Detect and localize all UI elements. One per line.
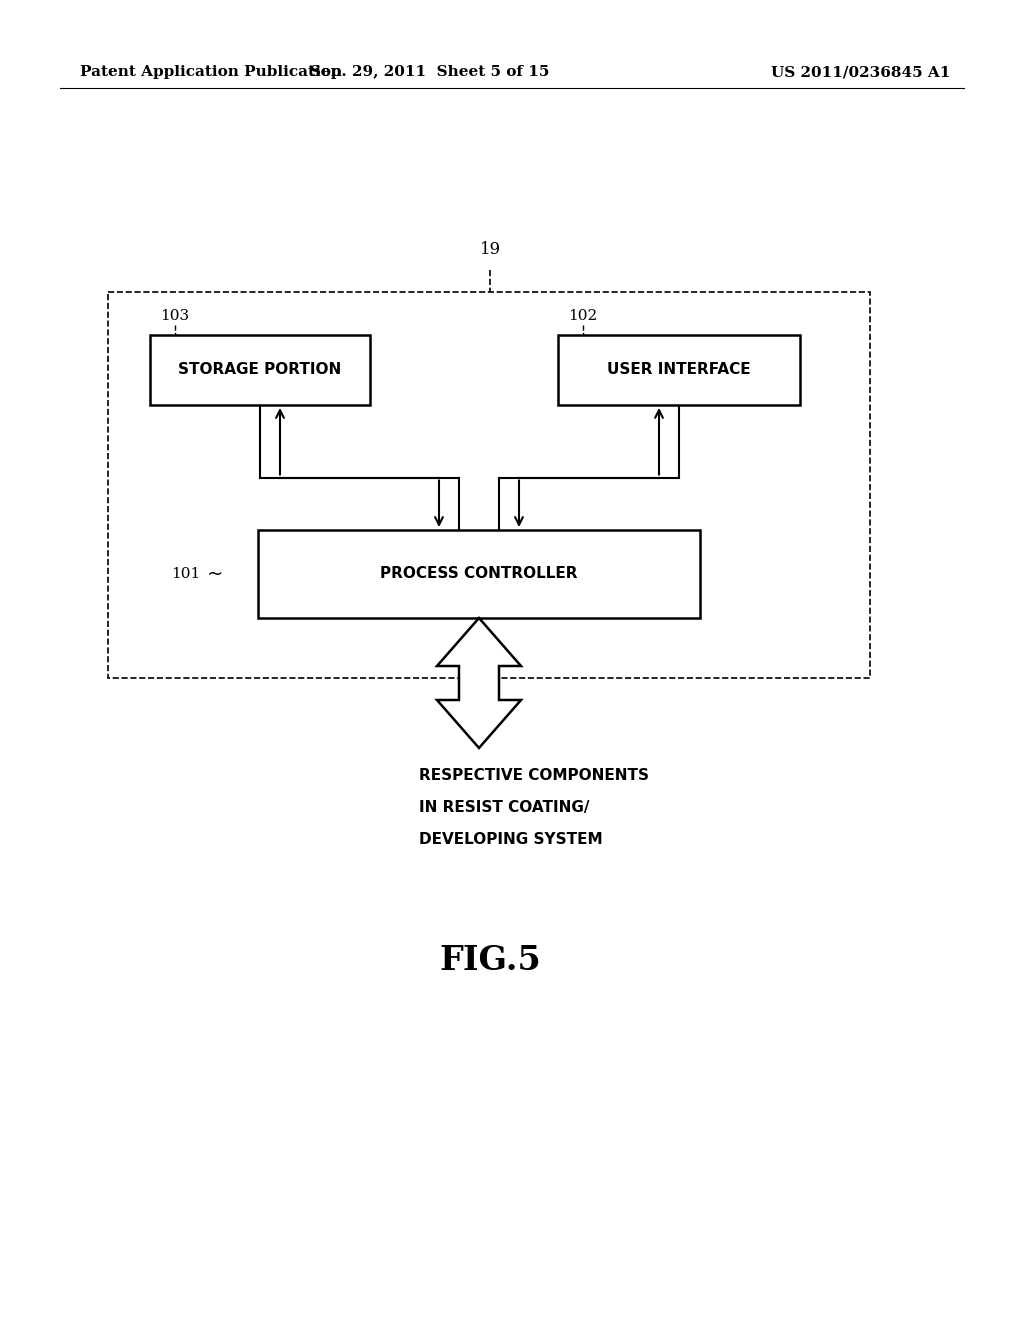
Text: Sep. 29, 2011  Sheet 5 of 15: Sep. 29, 2011 Sheet 5 of 15 [310, 65, 550, 79]
Text: STORAGE PORTION: STORAGE PORTION [178, 363, 342, 378]
Text: RESPECTIVE COMPONENTS: RESPECTIVE COMPONENTS [419, 768, 649, 783]
Text: USER INTERFACE: USER INTERFACE [607, 363, 751, 378]
Text: DEVELOPING SYSTEM: DEVELOPING SYSTEM [419, 832, 603, 847]
Text: 103: 103 [160, 309, 189, 323]
Text: IN RESIST COATING/: IN RESIST COATING/ [419, 800, 590, 814]
Bar [150, 335, 370, 405]
Text: ~: ~ [207, 565, 223, 583]
Text: 101: 101 [171, 568, 200, 581]
Text: Patent Application Publication: Patent Application Publication [80, 65, 342, 79]
Bar [258, 531, 700, 618]
Polygon shape [437, 618, 521, 748]
Text: PROCESS CONTROLLER: PROCESS CONTROLLER [380, 566, 578, 582]
Text: 19: 19 [479, 242, 501, 257]
Bar [558, 335, 800, 405]
Text: 102: 102 [568, 309, 597, 323]
Text: FIG.5: FIG.5 [439, 944, 541, 977]
Text: US 2011/0236845 A1: US 2011/0236845 A1 [771, 65, 950, 79]
